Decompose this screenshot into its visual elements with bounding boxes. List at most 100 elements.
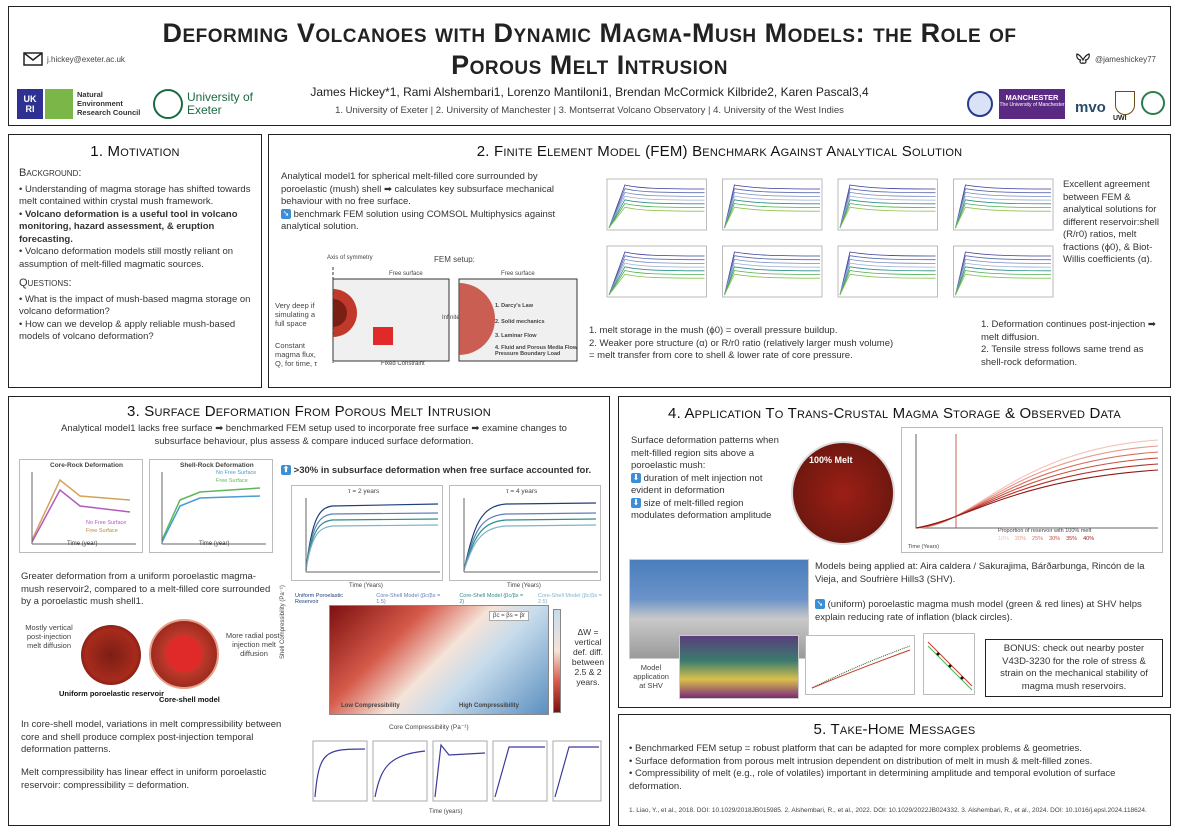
section-application: 4. Application To Trans-Crustal Magma St… xyxy=(618,396,1171,708)
seismic-centre-logo xyxy=(1141,91,1165,115)
social-block[interactable]: @jameshickey77 xyxy=(1075,52,1156,66)
authors: James Hickey*1, Rami Alshembari1, Lorenz… xyxy=(310,85,869,99)
email-block[interactable]: j.hickey@exeter.ac.uk xyxy=(23,52,125,66)
bullet-bg1: • Understanding of magma storage has shi… xyxy=(19,183,251,208)
variations-text: In core-shell model, variations in melt … xyxy=(21,719,282,755)
benchmark-curve xyxy=(724,251,821,296)
benchmark-curve xyxy=(839,195,936,229)
uwi-crest-icon xyxy=(1115,91,1135,115)
time-years-bottom: Time (years) xyxy=(429,809,463,815)
exeter-crest-icon xyxy=(153,89,183,119)
benchmark-curve xyxy=(724,258,821,296)
benchmark-curve xyxy=(608,273,705,296)
proportion-legend-item: 25% xyxy=(1032,536,1044,542)
fem-intro: Analytical model1 for spherical melt-fil… xyxy=(281,171,581,234)
benchmark-curve xyxy=(608,266,705,296)
ukri-logo: UK RI xyxy=(17,89,43,119)
shv-rate-plot xyxy=(923,633,975,695)
coreshell-label: Core-shell model xyxy=(159,695,220,704)
fem-bullet-1: 1. melt storage in the mush (ϕ0) = overa… xyxy=(589,325,838,336)
section-title: 2. Finite Element Model (FEM) Benchmark … xyxy=(476,143,963,160)
proportion-curve xyxy=(915,469,1159,529)
bullet-q2: • How can we develop & apply reliable mu… xyxy=(19,318,236,343)
section-title: 3. Surface Deformation From Porous Melt … xyxy=(127,403,491,420)
bonus-box[interactable]: BONUS: check out nearby poster V43D-3230… xyxy=(985,639,1163,697)
message-3: • Compressibility of melt (e.g., role of… xyxy=(629,768,1116,792)
bottom-plots xyxy=(299,737,605,817)
email-text[interactable]: j.hickey@exeter.ac.uk xyxy=(47,54,125,64)
p30-text: ⬆ >30% in subsurface deformation when fr… xyxy=(281,465,592,476)
proportion-legend-title: Proportion of reservoir with 100% melt xyxy=(998,528,1092,534)
benchmark-curve xyxy=(608,255,705,296)
dw-note: ΔW = vertical def. diff. between 2.5 & 2… xyxy=(571,627,605,687)
benchmark-curve xyxy=(955,251,1052,296)
benchmark-curve xyxy=(724,191,821,229)
arrow-up-icon: ⬆ xyxy=(281,465,291,476)
section-title: 5. Take-Home Messages xyxy=(813,721,976,738)
tau-4-plot: τ = 4 years xyxy=(449,485,601,581)
benchmark-curve xyxy=(955,255,1052,296)
coreshell-diagram xyxy=(149,619,219,689)
s4-point-2: ⬇ size of melt-filled region modulates d… xyxy=(631,497,772,521)
bluesky-icon xyxy=(1076,53,1090,64)
time-year-label: Time (year) xyxy=(67,541,98,547)
fem-bullets: 1. melt storage in the mush (ϕ0) = overa… xyxy=(589,325,969,363)
heatmap-low-x: Low Compressibility xyxy=(341,703,400,709)
time-years-label-2: Time (Years) xyxy=(507,583,541,589)
benchmark-curve xyxy=(839,203,936,229)
benchmark-curve xyxy=(839,258,936,296)
fem-conclusions: 1. Deformation continues post-injection … xyxy=(981,319,1167,369)
header-panel: Deforming Volcanoes with Dynamic Magma-M… xyxy=(8,6,1171,126)
mostly-vertical-note: Mostly vertical post-injection melt diff… xyxy=(25,623,73,650)
proportion-plot-svg xyxy=(915,434,1159,529)
shell-rock-svg xyxy=(161,472,266,545)
benchmark-subplot xyxy=(722,245,823,298)
handle-text[interactable]: @jameshickey77 xyxy=(1094,54,1156,64)
take-home-list: • Benchmarked FEM setup = robust platfor… xyxy=(629,743,1165,793)
heatmap-high-x: High Compressibility xyxy=(459,703,520,709)
benchmark-curve xyxy=(839,255,936,296)
mvo-logo: mvo xyxy=(1075,99,1106,116)
tau-2-svg xyxy=(305,498,440,573)
benchmark-curve xyxy=(955,188,1052,229)
shv-data-plot xyxy=(805,635,915,695)
bottom-plot-e xyxy=(552,740,602,802)
s4-text: Surface deformation patterns when melt-f… xyxy=(631,435,785,523)
bullet-bg3: • Volcano deformation models still mostl… xyxy=(19,246,234,270)
benchmark-curve xyxy=(608,270,705,296)
shell-rock-title: Shell-Rock Deformation xyxy=(180,462,254,469)
proportion-legend-item: 40% xyxy=(1083,536,1095,542)
benchmark-plot-grid xyxy=(597,173,1059,307)
benchmark-curve xyxy=(955,191,1052,229)
benchmark-curve xyxy=(839,206,936,229)
bottom-plot-a xyxy=(312,740,368,802)
more-radial-note: More radial post-injection melt diffusio… xyxy=(225,631,283,658)
proportion-curve xyxy=(915,451,1159,529)
heatmap-xlabel: Core Compressibility (Pa⁻¹) xyxy=(389,724,469,731)
s3-intro: Analytical model1 lacks free surface ➡ b… xyxy=(61,423,567,447)
section-surface-deformation: 3. Surface Deformation From Porous Melt … xyxy=(8,396,610,826)
s4-point-1: ⬇ duration of melt injection not evident… xyxy=(631,472,763,496)
benchmark-curve xyxy=(955,195,1052,229)
shell-rock-plot: Shell-Rock Deformation No Free Surface F… xyxy=(149,459,273,553)
tau-4-svg xyxy=(463,498,598,573)
message-1: • Benchmarked FEM setup = robust platfor… xyxy=(629,743,1082,754)
benchmark-curve xyxy=(955,258,1052,296)
benchmark-curve xyxy=(724,199,821,229)
affiliations: 1. University of Exeter | 2. University … xyxy=(335,105,844,116)
benchmark-curve xyxy=(955,199,1052,229)
fem-right-text: Excellent agreement between FEM & analyt… xyxy=(1063,179,1159,265)
compressibility-heatmap xyxy=(329,605,549,715)
proportion-curve xyxy=(915,445,1159,529)
poster-title: Deforming Volcanoes with Dynamic Magma-M… xyxy=(162,18,1017,80)
free-surface-label: Free surface xyxy=(389,271,423,277)
benchmark-curve xyxy=(724,184,821,229)
fem-conclusion-1: 1. Deformation continues post-injection … xyxy=(981,319,1156,343)
shv-model-figure xyxy=(679,635,799,699)
benchmark-curve xyxy=(839,199,936,229)
observatory-seal-icon xyxy=(967,91,993,117)
proportion-legend-item: 10% xyxy=(998,536,1010,542)
benchmark-subplot xyxy=(953,178,1054,231)
tau-4-title: τ = 4 years xyxy=(506,488,538,495)
section-motivation: 1. Motivation Background: • Understandin… xyxy=(8,134,262,388)
